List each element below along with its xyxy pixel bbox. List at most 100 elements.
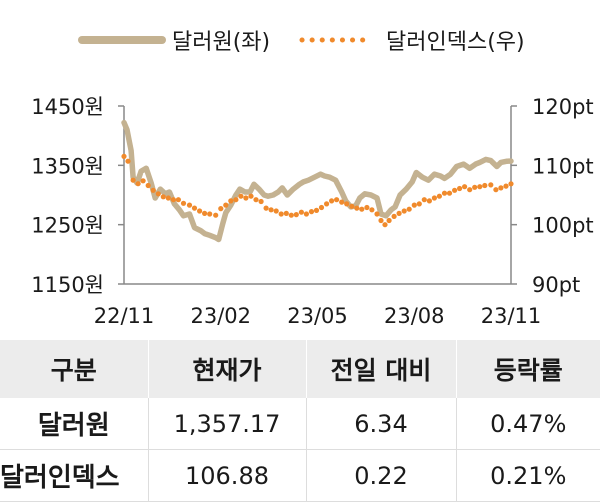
series-dxy-point: [359, 206, 365, 212]
series-dxy-point: [416, 201, 422, 207]
series-dxy-point: [374, 211, 380, 217]
left-axis-tick-label: 1150원: [31, 273, 104, 297]
series-dxy-point: [493, 187, 499, 193]
table-header-row: 구분 현재가 전일 대비 등락률: [0, 340, 600, 398]
series-dxy-point: [482, 182, 488, 189]
series-dxy-point: [382, 222, 388, 228]
series-dxy-point: [472, 184, 478, 190]
right-axis-tick-label: 100pt: [532, 214, 594, 238]
series-dxy-point: [308, 209, 315, 215]
series-dxy-point: [121, 153, 127, 159]
series-dxy-point: [258, 198, 264, 205]
row-price: 1,357.17: [147, 398, 306, 450]
left-axis-tick-label: 1450원: [31, 95, 104, 119]
series-dxy-point: [170, 197, 176, 203]
series-dxy-point: [324, 201, 330, 207]
series-dxy-point: [135, 181, 141, 187]
table-row: 달러원 1,357.17 6.34 0.47%: [0, 398, 600, 450]
series-dxy-point: [191, 205, 198, 211]
series-dxy-point: [278, 211, 284, 217]
series-dxy-point: [165, 195, 171, 201]
series-dxy-point: [498, 185, 504, 191]
series-dxy-point: [288, 212, 294, 218]
series-dxy-point: [180, 200, 187, 206]
x-axis-tick-label: 22/11: [94, 304, 155, 328]
header-change: 전일 대비: [305, 340, 456, 398]
series-dxy-point: [436, 193, 442, 199]
series-dxy-point: [150, 187, 156, 193]
series-dxy-point: [223, 202, 229, 208]
header-price: 현재가: [147, 340, 306, 398]
series-dxy-point: [186, 202, 193, 208]
series-dxy-point: [396, 210, 402, 216]
series-dxy-point: [243, 195, 249, 201]
series-dxy-point: [202, 210, 208, 216]
header-rate: 등락률: [455, 340, 600, 398]
series-dxy-point: [140, 178, 146, 184]
series-dxy-point: [477, 184, 483, 190]
x-axis-tick-label: 23/05: [287, 304, 348, 328]
header-category: 구분: [0, 340, 148, 398]
series-dxy-point: [344, 201, 350, 207]
row-change: 0.22: [305, 449, 456, 502]
series-dxy-point: [268, 207, 274, 213]
series-dxy-point: [298, 209, 304, 215]
series-dxy-point: [329, 198, 335, 204]
series-dxy-point: [401, 208, 407, 214]
series-dxy-point: [263, 205, 269, 211]
series-dxy-point: [339, 199, 345, 205]
series-dxy-point: [160, 194, 166, 200]
row-name: 달러원: [0, 398, 148, 450]
series-dxy-point: [303, 211, 309, 217]
series-dxy-point: [431, 195, 437, 201]
series-dxy-point: [145, 182, 151, 189]
series-dxy-point: [391, 213, 397, 219]
series-dxy-point: [508, 181, 514, 187]
series-krw-group: [121, 119, 514, 243]
series-dxy-point: [293, 212, 299, 218]
right-axis-tick-label: 110pt: [532, 154, 594, 178]
row-name: 달러인덱스: [0, 449, 148, 502]
x-axis-tick-label: 23/11: [481, 304, 542, 328]
series-dxy-point: [364, 204, 370, 211]
table-row: 달러인덱스 106.88 0.22 0.21%: [0, 449, 600, 502]
series-krw-line: [121, 119, 514, 243]
series-dxy-group: [121, 153, 514, 228]
series-dxy-point: [488, 182, 494, 188]
series-dxy-point: [334, 197, 340, 203]
series-dxy-point: [406, 206, 412, 212]
chart-legend: 달러원(좌) 달러인덱스(우): [78, 30, 525, 55]
series-dxy-point: [354, 205, 360, 211]
series-dxy-point: [467, 187, 473, 193]
series-dxy-point: [349, 203, 355, 209]
series-dxy-point: [503, 183, 509, 189]
series-dxy-point: [155, 191, 161, 197]
series-dxy-point: [446, 190, 453, 196]
series-dxy-point: [213, 212, 219, 218]
row-rate: 0.47%: [455, 398, 600, 450]
series-dxy-point: [207, 211, 213, 217]
series-dxy-point: [197, 208, 203, 214]
series-dxy-point: [218, 206, 224, 212]
series-dxy-point: [228, 198, 234, 204]
series-dxy-point: [313, 207, 320, 213]
series-dxy-point: [411, 202, 417, 208]
x-axis-tick-label: 23/02: [190, 304, 251, 328]
series-dxy-point: [457, 185, 463, 192]
legend-label-dxy: 달러인덱스(우): [386, 30, 525, 55]
row-price: 106.88: [147, 449, 306, 502]
series-dxy-point: [248, 193, 254, 199]
series-dxy-point: [386, 217, 392, 224]
series-dxy-point: [369, 207, 375, 213]
series-dxy-point: [175, 197, 181, 203]
x-axis-tick-label: 23/08: [384, 304, 445, 328]
row-rate: 0.21%: [455, 449, 600, 502]
series-dxy-point: [378, 217, 384, 224]
exchange-rate-chart: 달러원(좌) 달러인덱스(우) 1450원 1350원 1250원 1150원 120p…: [31, 30, 594, 328]
series-dxy-point: [462, 184, 468, 190]
quote-table: 구분 현재가 전일 대비 등락률 달러원 1,357.17 6.34 0.47%…: [0, 340, 600, 502]
series-dxy-point: [283, 210, 289, 216]
series-dxy-point: [452, 187, 458, 193]
left-axis-tick-label: 1250원: [31, 214, 104, 238]
left-axis-tick-label: 1350원: [31, 154, 104, 178]
